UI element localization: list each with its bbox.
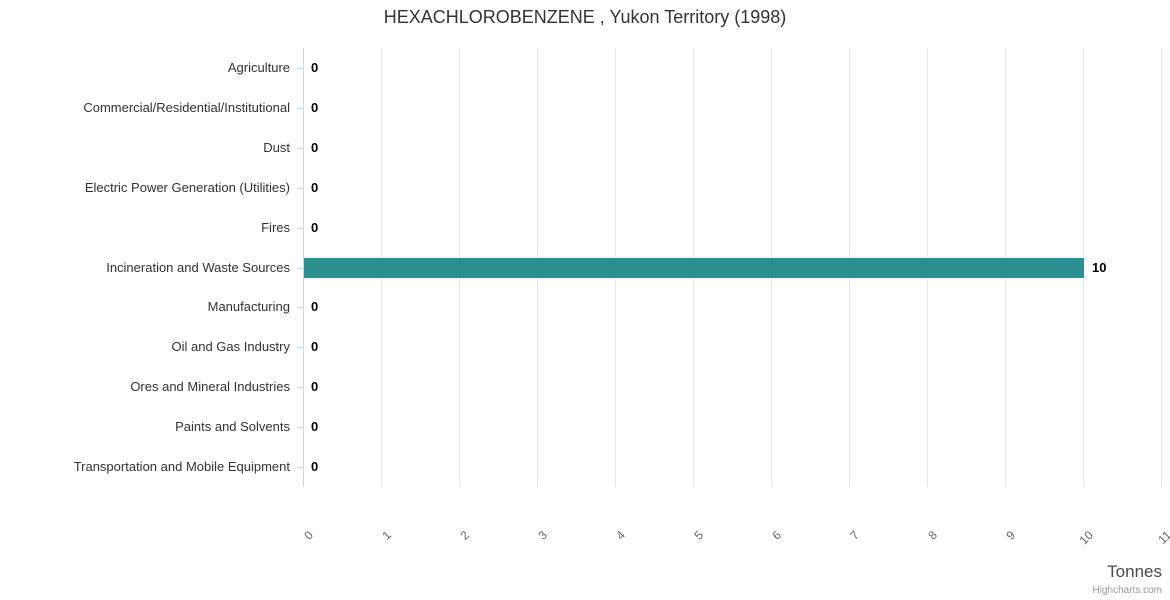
category-label: Fires: [261, 220, 290, 235]
data-label: 0: [311, 299, 319, 314]
category-label: Agriculture: [227, 60, 290, 75]
x-axis-tick-label: 2: [457, 528, 472, 543]
gridline: [1161, 48, 1162, 487]
data-label: 0: [311, 419, 319, 434]
x-axis-tick-label: 5: [691, 528, 706, 543]
x-axis-tick-label: 7: [847, 528, 862, 543]
x-axis-title: Tonnes: [1107, 562, 1162, 581]
x-axis-tick-label: 9: [1003, 528, 1018, 543]
data-label: 0: [311, 60, 319, 75]
category-tick-mark: [297, 108, 303, 109]
category-label: Transportation and Mobile Equipment: [73, 459, 290, 474]
category-tick-mark: [297, 228, 303, 229]
bar-incineration-and-waste-sources[interactable]: [304, 258, 1084, 278]
chart-title: HEXACHLOROBENZENE , Yukon Territory (199…: [383, 7, 787, 27]
category-label: Paints and Solvents: [175, 419, 290, 434]
x-axis-tick-label: 3: [535, 528, 550, 543]
category-tick-mark: [297, 387, 303, 388]
category-label: Manufacturing: [207, 299, 290, 314]
x-axis-tick-label: 6: [769, 528, 784, 543]
data-label: 0: [311, 180, 319, 195]
category-tick-mark: [297, 427, 303, 428]
x-axis-tick-label: 0: [301, 528, 316, 543]
data-label: 0: [311, 220, 319, 235]
category-tick-mark: [297, 188, 303, 189]
category-label: Oil and Gas Industry: [171, 339, 291, 354]
data-label: 0: [311, 339, 319, 354]
x-axis-tick-label: 10: [1076, 528, 1096, 548]
category-tick-mark: [297, 68, 303, 69]
category-tick-mark: [297, 467, 303, 468]
category-label: Electric Power Generation (Utilities): [84, 180, 290, 195]
highcharts-credits-link[interactable]: Highcharts.com: [1092, 585, 1162, 596]
category-tick-mark: [297, 148, 303, 149]
x-axis-tick-label: 8: [925, 528, 940, 543]
data-label: 0: [311, 100, 319, 115]
x-axis-tick-label: 4: [613, 528, 628, 543]
data-label: 0: [311, 459, 319, 474]
data-label: 0: [311, 140, 319, 155]
category-label: Commercial/Residential/Institutional: [83, 100, 290, 115]
x-axis-tick-label: 1: [379, 528, 394, 543]
category-axis-line: [303, 48, 304, 487]
category-label: Ores and Mineral Industries: [130, 379, 290, 394]
category-tick-mark: [297, 268, 303, 269]
data-label: 0: [311, 379, 319, 394]
category-label: Dust: [263, 140, 290, 155]
category-tick-mark: [297, 307, 303, 308]
data-label: 10: [1092, 260, 1107, 275]
category-label: Incineration and Waste Sources: [106, 260, 290, 275]
category-tick-mark: [297, 347, 303, 348]
